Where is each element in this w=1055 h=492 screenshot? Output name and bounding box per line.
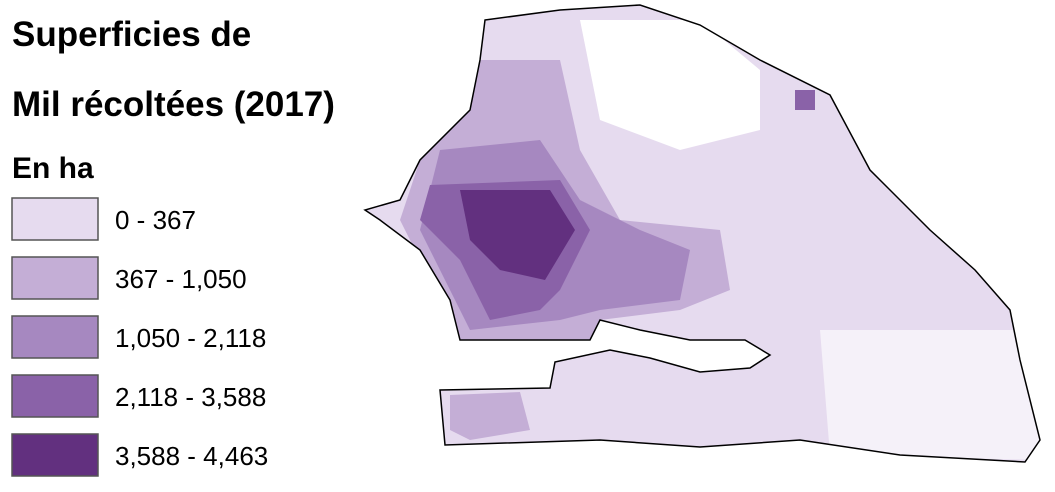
map-empty-zone — [820, 330, 1040, 460]
legend-label: 3,588 - 4,463 — [115, 441, 268, 471]
subtitle: En ha — [12, 152, 94, 185]
legend-swatch — [11, 256, 99, 300]
legend-label: 0 - 367 — [115, 205, 196, 235]
legend-swatch — [11, 374, 99, 418]
legend-label: 367 - 1,050 — [115, 264, 247, 294]
title-line: Mil récoltées (2017) — [12, 85, 335, 124]
map-zone — [795, 90, 815, 110]
legend-swatch — [11, 197, 99, 241]
legend-swatch — [11, 315, 99, 359]
map-zone — [450, 392, 530, 440]
legend-label: 2,118 - 3,588 — [115, 382, 266, 412]
map — [363, 4, 1041, 463]
country-outline — [363, 4, 1041, 463]
legend-label: 1,050 - 2,118 — [115, 323, 266, 353]
legend: 0 - 367 367 - 1,050 1,050 - 2,118 2,118 - 3… — [11, 197, 268, 477]
map-zone — [460, 190, 575, 280]
map-empty-zone — [580, 20, 760, 150]
title-line: Superficies de — [12, 15, 251, 54]
legend-swatch — [11, 433, 99, 477]
